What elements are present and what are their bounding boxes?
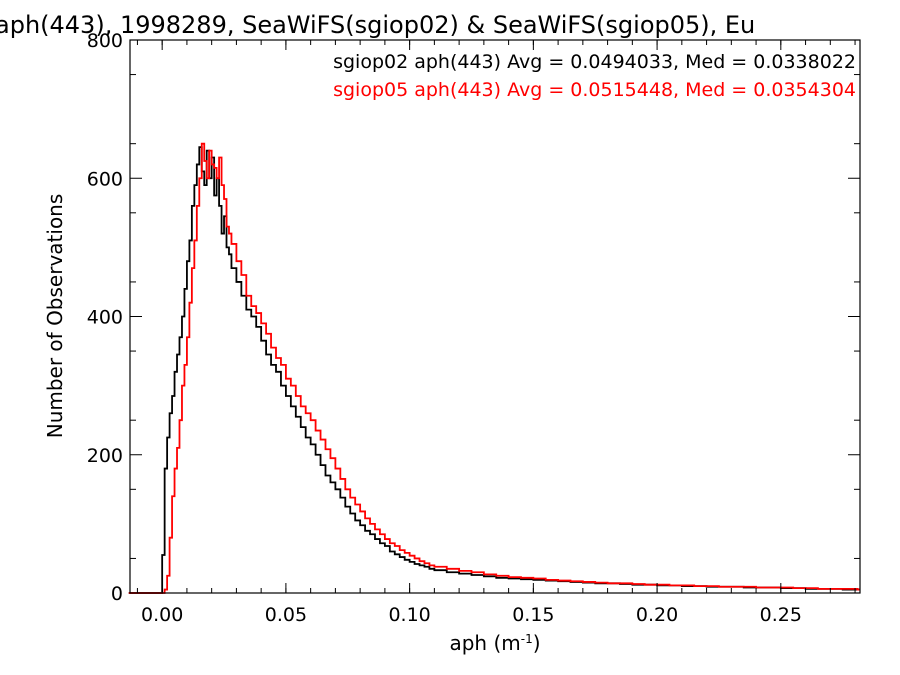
y-tick-label: 0 xyxy=(111,583,123,605)
x-tick-label: 0.25 xyxy=(760,604,802,626)
legend-entry-sgiop05: sgiop05 aph(443) Avg = 0.0515448, Med = … xyxy=(333,79,856,101)
legend: sgiop02 aph(443) Avg = 0.0494033, Med = … xyxy=(333,51,856,101)
y-tick-label: 200 xyxy=(87,445,123,467)
plot-area: 0.00 0.05 0.10 0.15 0.20 0.25 0 200 400 600 800 xyxy=(87,30,861,626)
y-axis-label: Number of Observations xyxy=(43,194,67,439)
series-layer xyxy=(128,142,860,594)
x-axis-label: aph (m-1) xyxy=(449,631,540,655)
x-tick-label: 0.00 xyxy=(141,604,183,626)
series-line-sgiop05 xyxy=(128,142,860,594)
plot-frame xyxy=(129,39,861,594)
x-tick-label: 0.15 xyxy=(512,604,554,626)
x-tick-label: 0.05 xyxy=(265,604,307,626)
x-tick-label: 0.10 xyxy=(388,604,430,626)
x-axis-label-base: aph (m xyxy=(449,631,520,655)
legend-entry-sgiop02: sgiop02 aph(443) Avg = 0.0494033, Med = … xyxy=(333,51,856,73)
x-axis-label-end: ) xyxy=(533,631,541,655)
ticks-layer: 0.00 0.05 0.10 0.15 0.20 0.25 0 200 400 600 800 xyxy=(87,30,860,626)
y-tick-label: 400 xyxy=(87,307,123,329)
y-tick-label: 600 xyxy=(87,168,123,190)
series-line-sgiop02 xyxy=(128,146,860,594)
chart-title: aph(443), 1998289, SeaWiFS(sgiop02) & Se… xyxy=(0,11,755,39)
y-tick-label: 800 xyxy=(87,30,123,52)
x-axis-label-superscript: -1 xyxy=(521,632,533,646)
x-tick-label: 0.20 xyxy=(636,604,678,626)
